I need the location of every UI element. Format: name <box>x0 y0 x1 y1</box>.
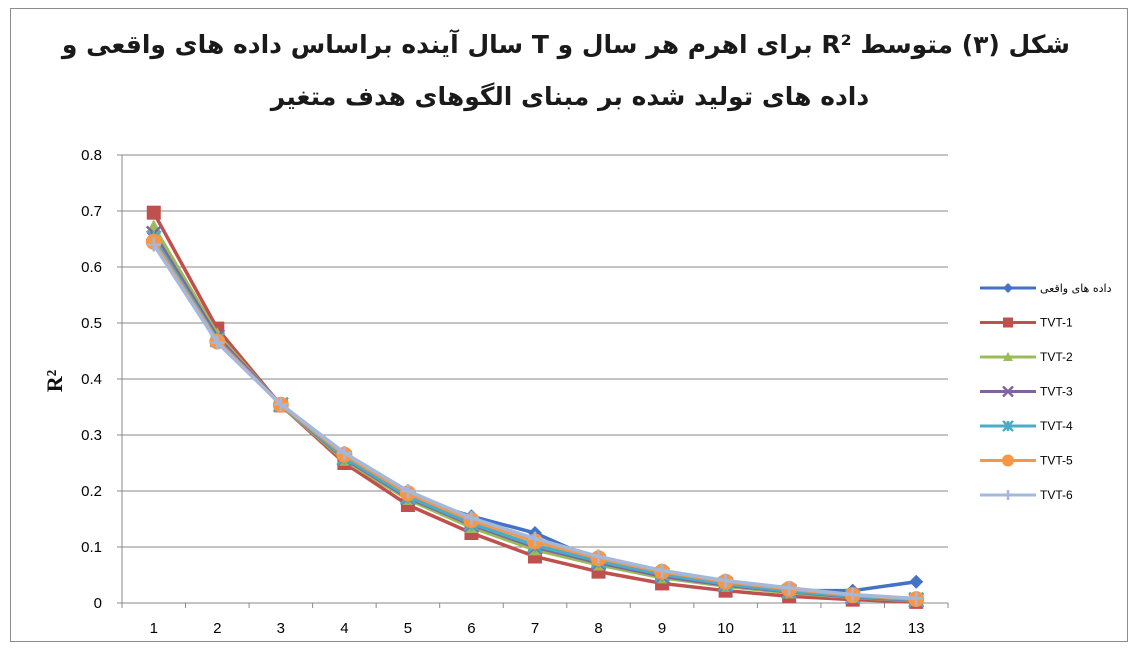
y-tick-label: 0 <box>94 595 102 612</box>
legend-swatch-marker <box>1003 317 1013 328</box>
legend-swatch-marker <box>1002 454 1014 467</box>
legend-label: TVT-1 <box>1040 316 1073 330</box>
data-point <box>400 484 415 498</box>
gridlines <box>122 154 948 548</box>
x-tick-label: 3 <box>277 620 285 637</box>
legend-item: TVT-2 <box>980 350 1073 364</box>
legend-item: TVT-6 <box>980 488 1073 502</box>
data-point <box>337 445 352 460</box>
chart-frame <box>10 8 1128 642</box>
legend-swatch-marker <box>1003 490 1013 500</box>
data-point <box>909 591 924 606</box>
legend-item: TVT-1 <box>980 316 1073 330</box>
data-point <box>273 397 288 412</box>
y-tick-label: 0.5 <box>81 315 102 332</box>
legend-item: TVT-4 <box>980 419 1073 433</box>
legend-swatch-marker <box>1002 385 1014 398</box>
data-point <box>464 510 479 525</box>
x-tick-label: 6 <box>467 620 475 637</box>
y-tick-label: 0.3 <box>81 427 102 444</box>
legend-label: TVT-3 <box>1040 385 1073 399</box>
x-tick-label: 5 <box>404 620 412 637</box>
data-point <box>909 574 924 589</box>
legend-swatch-marker <box>1003 283 1013 293</box>
data-point <box>782 580 797 595</box>
x-tick-label: 10 <box>717 620 734 637</box>
x-tick-label: 12 <box>844 620 861 637</box>
chart-title-line-1: شکل (۳) متوسط R² برای اهرم هر سال و T سا… <box>61 30 1070 59</box>
y-tick-label: 0.1 <box>81 539 102 556</box>
y-tick-label: 0.7 <box>81 203 102 220</box>
data-point <box>146 205 161 220</box>
data-point <box>146 237 161 252</box>
y-axis-ticks: 0 0.1 0.2 0.3 0.4 0.5 0.6 0.7 0.8 <box>81 147 122 612</box>
data-point <box>528 531 542 546</box>
y-tick-label: 0.2 <box>81 483 102 500</box>
legend-item: داده های واقعی <box>980 282 1112 295</box>
x-tick-label: 11 <box>781 620 797 637</box>
x-tick-label: 13 <box>908 620 925 637</box>
data-point <box>210 335 225 350</box>
x-tick-label: 9 <box>658 620 666 637</box>
series-tvt-6 <box>146 237 924 606</box>
chart-title-line-2: داده های تولید شده بر مبنای الگوهای هدف … <box>270 82 870 111</box>
legend-swatch-marker <box>1002 420 1014 432</box>
data-point <box>591 549 606 564</box>
y-tick-label: 0.4 <box>81 371 102 388</box>
legend-swatch-marker <box>1003 352 1013 361</box>
x-tick-label: 2 <box>213 620 221 637</box>
x-tick-label: 1 <box>150 620 158 637</box>
legend-label: داده های واقعی <box>1040 282 1112 295</box>
y-tick-label: 0.6 <box>81 259 102 276</box>
x-tick-label: 8 <box>594 620 602 637</box>
data-point <box>718 573 733 588</box>
data-point <box>655 563 670 578</box>
x-tick-label: 7 <box>531 620 539 637</box>
x-axis-ticks: 1 2 3 4 5 6 7 8 9 10 11 12 13 <box>121 603 949 637</box>
series-tvt-4 <box>145 229 925 608</box>
legend-label: TVT-5 <box>1040 454 1073 468</box>
legend-label: TVT-4 <box>1040 419 1073 433</box>
x-tick-label: 4 <box>340 620 348 637</box>
legend-label: TVT-6 <box>1040 488 1073 502</box>
legend: داده های واقعی TVT-1 TVT-2 TVT-3 TVT-4 TVT-5 T… <box>980 282 1112 502</box>
series-lines <box>145 205 925 609</box>
legend-item: TVT-5 <box>980 454 1073 468</box>
legend-item: TVT-3 <box>980 385 1073 399</box>
y-tick-label: 0.8 <box>81 147 102 164</box>
data-point <box>845 587 860 602</box>
legend-label: TVT-2 <box>1040 350 1073 364</box>
